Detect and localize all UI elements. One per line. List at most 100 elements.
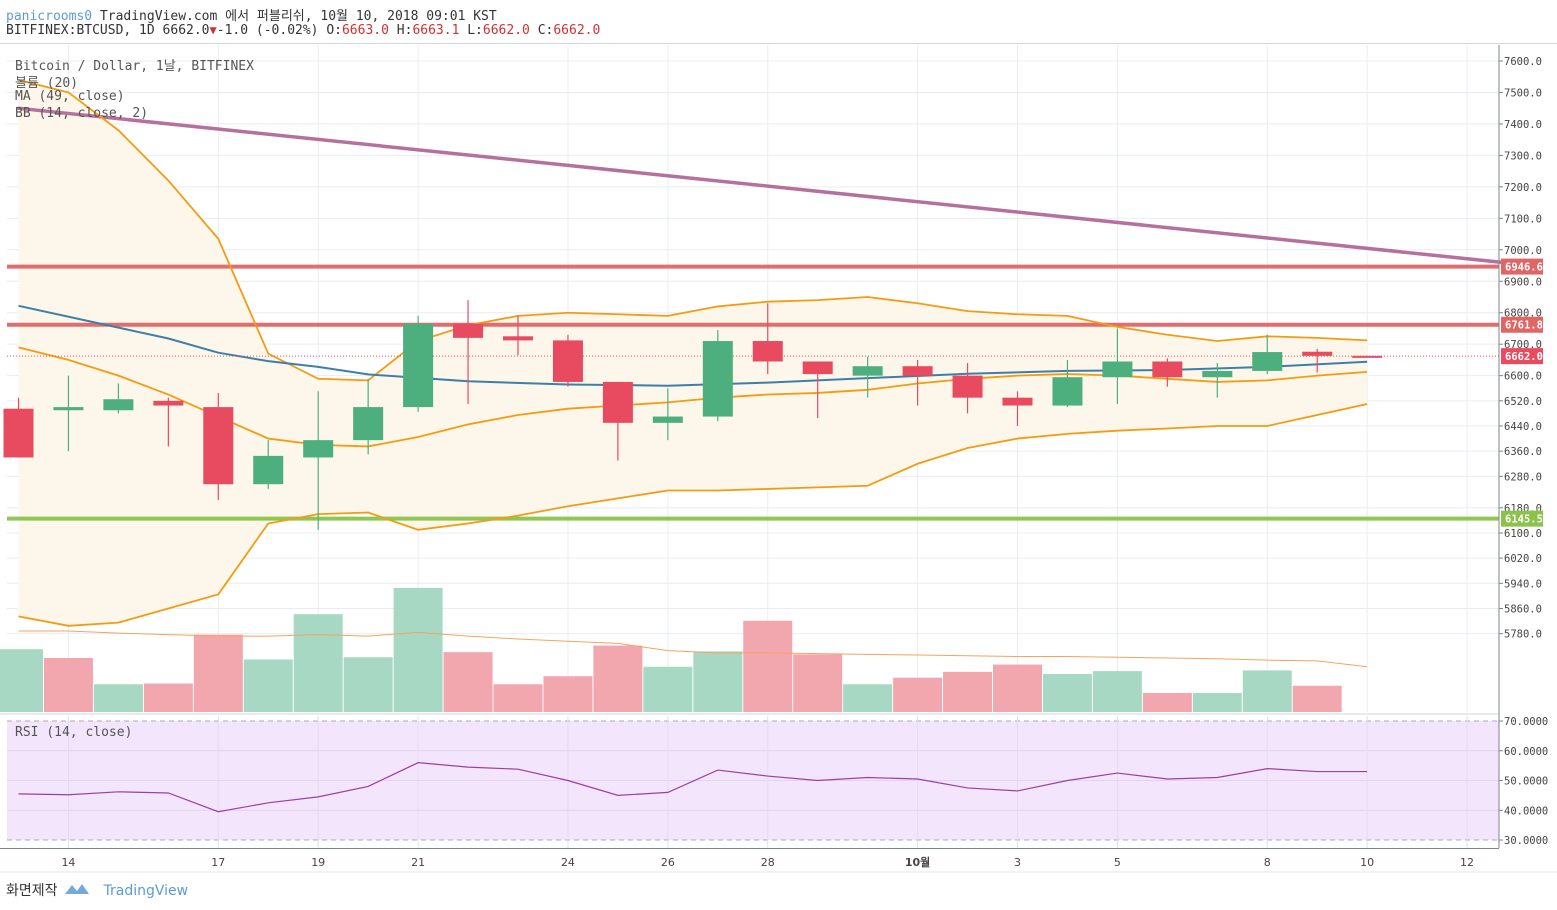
footer-label: 화면제작 [6, 883, 58, 899]
candle-body [353, 407, 384, 441]
candle-body [1002, 397, 1033, 406]
candle [1052, 359, 1083, 408]
time-tick-label: 3 [1014, 856, 1021, 869]
time-tick-label: 12 [1460, 856, 1474, 869]
candle [3, 397, 34, 458]
candle [353, 378, 384, 455]
candle-body [1252, 352, 1283, 371]
candle [902, 359, 933, 406]
publish-info: TradingView.com 에서 퍼블리쉬, 10월 10, 2018 09… [99, 9, 497, 24]
volume-bar [943, 671, 993, 712]
high-label: H: [396, 23, 413, 38]
candle-body [153, 400, 184, 406]
symbol-header: BITFINEX:BTCUSD, 1D 6662.0▼-1.0 (-0.02%)… [6, 23, 600, 38]
candle-body [503, 336, 533, 341]
price-tick-label: 7500.0 [1504, 87, 1542, 99]
legend-rsi[interactable]: RSI (14, close) [15, 725, 133, 740]
bb-upper-line [18, 79, 1368, 382]
price-tick-label: 6440.0 [1504, 421, 1542, 433]
time-tick-label: 19 [311, 856, 325, 869]
resistance-2-tag-label: 6761.8 [1505, 320, 1543, 332]
candle [1102, 328, 1133, 404]
rsi-tick-label: 50.0000 [1504, 776, 1548, 788]
price-tick-label: 6360.0 [1504, 446, 1542, 458]
rsi-tick-label: 70.0000 [1504, 716, 1548, 728]
candle-body [253, 455, 284, 485]
last-price-tag [1501, 348, 1543, 365]
candle [153, 397, 184, 447]
price-tick-label: 6280.0 [1504, 471, 1542, 483]
candle [652, 388, 683, 441]
time-tick-label: 8 [1264, 856, 1271, 869]
legend-title[interactable]: Bitcoin / Dollar, 1날, BITFINEX [15, 59, 254, 74]
volume-bar [643, 666, 693, 712]
candle-body [1302, 351, 1333, 356]
high-value: 6663.1 [412, 23, 460, 38]
rsi-tick-label: 40.0000 [1504, 805, 1548, 817]
candle [552, 334, 583, 387]
candle [1252, 334, 1283, 375]
candle-body [303, 440, 334, 458]
volume-bar [43, 657, 93, 712]
support-tag-label: 6145.5 [1505, 514, 1543, 526]
price-tick-label: 7400.0 [1504, 119, 1542, 131]
rsi-line [18, 762, 1368, 813]
candle-body [652, 416, 683, 423]
last-price-tag-label: 6662.0 [1505, 351, 1543, 363]
candle-body [453, 323, 484, 338]
volume-bar [0, 649, 43, 712]
volume-bar [393, 587, 443, 712]
candle-body [103, 399, 134, 411]
close-value: 6662.0 [553, 23, 601, 38]
volume-bar [843, 684, 893, 712]
legend-bb[interactable]: BB (14, close, 2) [15, 106, 149, 121]
volume-bar [793, 654, 843, 712]
tradingview-logo-icon [64, 882, 90, 900]
volume-bar [693, 651, 743, 712]
volume-bar [493, 684, 543, 712]
last-price: 6662.0 [162, 23, 210, 38]
price-tick-label: 6800.0 [1504, 308, 1542, 320]
volume-bar [1292, 685, 1342, 712]
time-tick-label: 10월 [905, 855, 930, 869]
candle [602, 381, 633, 461]
low-value: 6662.0 [482, 23, 530, 38]
candle [752, 303, 783, 375]
price-tick-label: 7300.0 [1504, 150, 1542, 162]
candle-body [702, 341, 733, 417]
candle [403, 315, 434, 412]
footer: 화면제작 TradingView [6, 880, 188, 900]
resistance-1-tag-label: 6946.6 [1505, 262, 1543, 274]
candle [852, 356, 883, 398]
volume-bar [1242, 670, 1292, 712]
candle-body [602, 381, 633, 423]
volume-bar [743, 620, 793, 712]
candle [952, 363, 983, 414]
price-change: -1.0 (-0.02%) [216, 23, 319, 38]
candle-body [802, 361, 833, 375]
legend-volume[interactable]: 볼륨 (20) [15, 76, 79, 91]
candle-body [552, 340, 583, 382]
publish-header: panicrooms0 TradingView.com 에서 퍼블리쉬, 10월… [6, 5, 497, 24]
bb-lower-line [18, 403, 1368, 627]
time-tick-label: 24 [561, 856, 575, 869]
candle [53, 375, 84, 452]
volume-bar [1192, 693, 1242, 712]
rsi-tick-label: 60.0000 [1504, 746, 1548, 758]
open-value: 6663.0 [341, 23, 389, 38]
tradingview-brand-link[interactable]: TradingView [103, 883, 189, 899]
candle [1302, 348, 1333, 373]
time-tick-label: 14 [61, 856, 75, 869]
candle [203, 392, 234, 500]
candle-body [1352, 355, 1383, 358]
price-tick-label: 6600.0 [1504, 371, 1542, 383]
username-link[interactable]: panicrooms0 [6, 9, 93, 24]
support-tag [1501, 510, 1543, 527]
time-tick-label: 10 [1360, 856, 1374, 869]
volume-bar [143, 683, 193, 712]
volume-bar [343, 657, 393, 712]
symbol-label[interactable]: BITFINEX:BTCUSD, 1D [6, 23, 155, 38]
legend-ma[interactable]: MA (49, close) [15, 89, 125, 104]
candle [253, 440, 284, 489]
